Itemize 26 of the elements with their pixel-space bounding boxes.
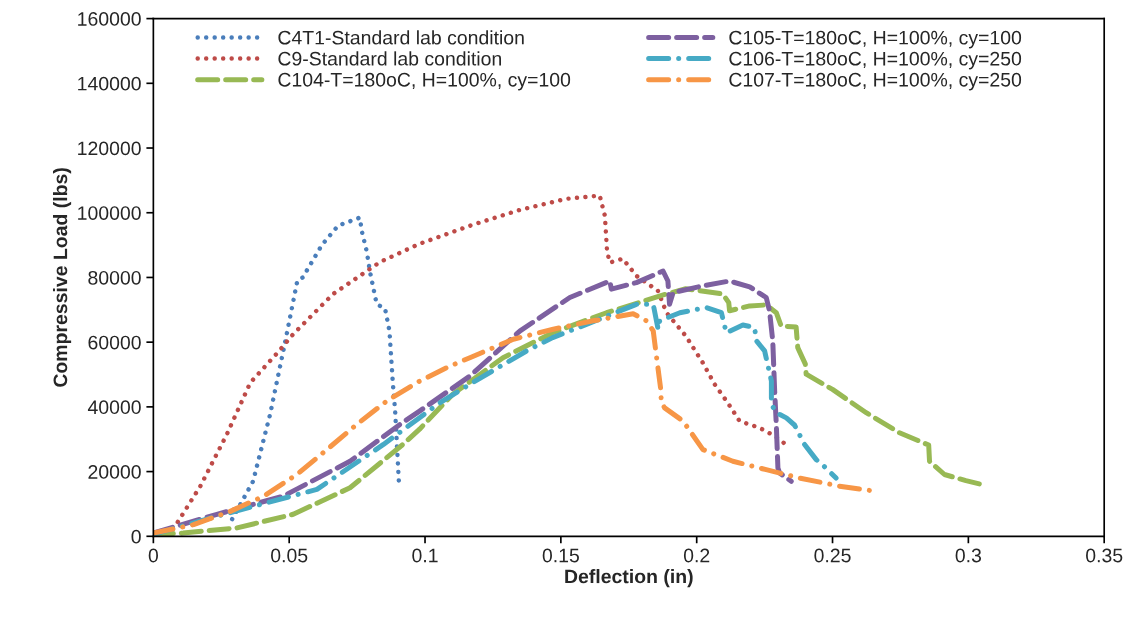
y-tick-label: 40000 <box>87 400 141 415</box>
x-tick-label: 0.35 <box>1086 548 1123 563</box>
legend-label: C4T1-Standard lab condition <box>278 30 524 45</box>
legend-label: C106-T=180oC, H=100%, cy=250 <box>729 51 1022 70</box>
y-tick-label: 100000 <box>78 206 141 220</box>
x-tick-label: 0.2 <box>683 548 710 563</box>
legend-label: C104-T=180oC, H=100%, cy=100 <box>278 72 571 91</box>
x-axis-title: Deflection (in) <box>565 569 693 588</box>
y-tick-label: 0 <box>131 529 141 544</box>
y-tick-label: 160000 <box>78 12 141 26</box>
y-tick-label: 20000 <box>88 465 141 479</box>
line-series <box>229 215 402 522</box>
legend-label: C105-T=180oC, H=100%, cy=100 <box>729 30 1022 49</box>
x-tick-label: 0.1 <box>412 548 438 563</box>
y-tick-label: 80000 <box>88 270 141 285</box>
x-tick-label: 0.15 <box>542 548 579 563</box>
y-tick-label: 140000 <box>78 76 141 91</box>
legend-label: C107-T=180oC, H=100%, cy=250 <box>729 72 1022 91</box>
x-tick-label: 0 <box>148 548 159 563</box>
x-tick-label: 0.3 <box>955 548 982 563</box>
y-tick-label: 120000 <box>78 141 141 156</box>
legend-label: C9-Standard lab condition <box>278 51 501 66</box>
x-tick-label: 0.05 <box>271 548 308 563</box>
y-tick-label: 60000 <box>88 335 141 350</box>
x-tick-label: 0.25 <box>814 548 851 563</box>
y-axis-title: Compressive Load (lbs) <box>53 168 72 387</box>
